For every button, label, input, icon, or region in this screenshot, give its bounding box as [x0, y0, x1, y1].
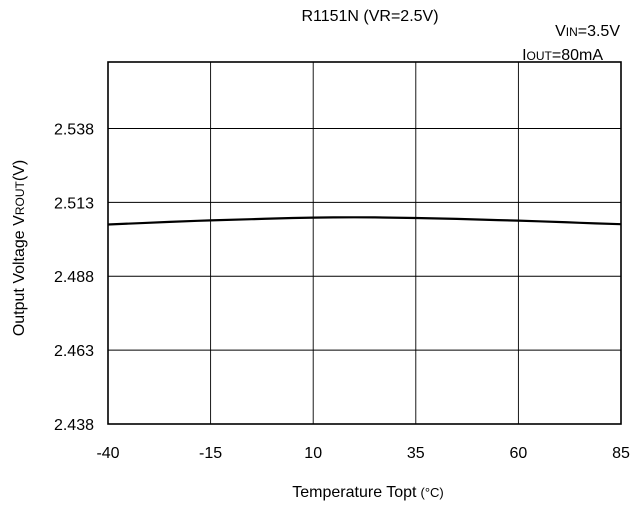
- y-tick-label: 2.538: [54, 121, 94, 138]
- x-axis-label: Temperature Topt (°C): [292, 484, 443, 501]
- plot-frame: [107, 61, 622, 425]
- y-tick-label: 2.463: [54, 343, 94, 360]
- series-line: [107, 216, 622, 226]
- x-tick-label: -40: [96, 445, 119, 462]
- y-axis-label: Output Voltage VROUT(V): [11, 160, 28, 336]
- y-tick-label: 2.438: [54, 417, 94, 434]
- x-tick-label: 10: [304, 445, 322, 462]
- x-tick-labels: -40 -15 10 35 60 85: [96, 445, 630, 462]
- condition-vin: VIN=3.5V: [555, 23, 620, 40]
- y-tick-labels: 2.438 2.463 2.488 2.513 2.538: [54, 121, 94, 434]
- condition-iout: IOUT=80mA: [522, 47, 603, 64]
- grid: [107, 62, 622, 425]
- x-tick-label: 60: [510, 445, 528, 462]
- x-tick-label: 85: [612, 445, 630, 462]
- y-tick-label: 2.488: [54, 269, 94, 286]
- x-tick-label: 35: [407, 445, 425, 462]
- y-tick-label: 2.513: [54, 195, 94, 212]
- series-group: [107, 216, 622, 226]
- x-tick-label: -15: [199, 445, 222, 462]
- chart-title: R1151N (VR=2.5V): [301, 8, 438, 25]
